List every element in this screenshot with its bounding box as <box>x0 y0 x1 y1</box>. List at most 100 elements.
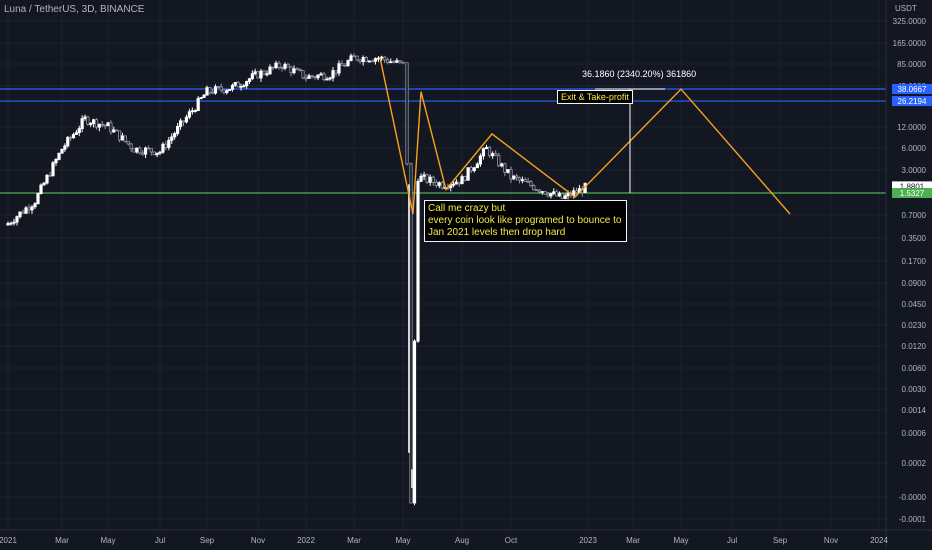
candle-body <box>563 195 567 199</box>
candle-body <box>529 181 533 187</box>
time-tick-label: Nov <box>824 536 838 545</box>
candle-body <box>364 57 368 62</box>
candle-body <box>535 189 539 192</box>
candle-body <box>546 193 550 197</box>
candle-body <box>228 88 232 91</box>
candle-body <box>355 55 359 61</box>
candle-body <box>500 163 504 167</box>
candle-body <box>129 143 133 150</box>
candle-body <box>92 119 96 124</box>
candle-body <box>236 81 240 88</box>
candle-body <box>158 151 162 154</box>
candle-body <box>515 175 519 179</box>
candle-body <box>289 66 293 74</box>
candle-body <box>322 73 326 80</box>
candle-body <box>367 60 371 63</box>
symbol-title[interactable]: Luna / TetherUS, 3D, BINANCE <box>4 4 145 15</box>
candle-body <box>560 193 564 199</box>
candle-body <box>135 147 139 153</box>
candle-body <box>164 143 168 148</box>
candle-body <box>178 120 183 127</box>
candle-body <box>262 70 266 75</box>
time-axis[interactable]: 2021 Mar May Jul Sep Nov 2022 Mar May Aug Oct 2023 M… <box>0 529 932 545</box>
price-badge-label: 1.8801 <box>900 182 925 191</box>
candle-body <box>328 77 332 80</box>
candle-body <box>451 183 456 186</box>
candle-body <box>69 136 73 139</box>
candle-body <box>202 94 206 98</box>
price-tick-label: -0.0000 <box>899 493 927 502</box>
candle-body <box>487 146 492 157</box>
candle-body <box>6 223 10 226</box>
candle-body <box>222 89 226 93</box>
exit-take-profit-label[interactable]: Exit & Take-profit <box>557 90 633 104</box>
candle-body <box>434 182 438 186</box>
candle-body <box>557 193 562 197</box>
measure-label: 36.1860 (2340.20%) 361860 <box>582 69 697 79</box>
time-tick-label: 2022 <box>297 536 315 545</box>
price-tick-label: 0.0060 <box>902 364 927 373</box>
candle-body <box>39 184 43 194</box>
candle-body <box>478 155 482 165</box>
candle-body <box>27 207 31 211</box>
candle-body <box>51 162 55 177</box>
note-line-2: every coin look like programed to bounce… <box>428 215 622 226</box>
candle-body <box>219 86 223 91</box>
projection-path[interactable] <box>379 57 791 215</box>
price-badge-label: 26.2194 <box>898 97 927 106</box>
candle-body <box>484 146 489 150</box>
candle-body <box>431 176 435 183</box>
candle-body <box>506 169 510 173</box>
candle-body <box>187 111 191 118</box>
candle-body <box>552 191 556 194</box>
horizontal-levels[interactable] <box>0 88 886 194</box>
time-tick-label: Mar <box>347 536 361 545</box>
price-badge-label: 1.5327 <box>900 189 925 198</box>
candle-body <box>337 63 341 74</box>
time-tick-label: Sep <box>200 536 215 545</box>
candle-body <box>247 78 252 82</box>
grid-lines <box>0 0 886 530</box>
price-badge-label: 38.0667 <box>898 85 927 94</box>
price-tick-label: 0.0002 <box>902 459 927 468</box>
candle-body <box>42 182 46 186</box>
candle-body <box>325 78 329 81</box>
candle-body <box>161 143 165 153</box>
candle-body <box>97 123 101 128</box>
candle-body <box>126 140 130 145</box>
candle-body <box>497 154 501 167</box>
candle-body <box>9 222 13 225</box>
candle-body <box>304 77 308 80</box>
candle-body <box>509 169 513 180</box>
candlestick-series <box>6 53 587 506</box>
candle-body <box>45 174 49 184</box>
candle-body <box>80 118 84 130</box>
price-tick-label: 0.1700 <box>902 257 927 266</box>
candle-body <box>361 57 365 63</box>
price-tick-label: 165.0000 <box>893 39 927 48</box>
price-tick-label: 0.0030 <box>902 385 927 394</box>
candle-body <box>170 136 174 141</box>
candle-body <box>469 167 473 172</box>
price-badge <box>892 96 932 107</box>
candle-body <box>292 68 296 74</box>
candle-body <box>319 73 323 76</box>
price-tick-label: 0.0014 <box>902 406 927 415</box>
candle-body <box>555 191 559 197</box>
candle-body <box>526 180 530 183</box>
candle-body <box>307 75 311 79</box>
candle-body <box>265 73 269 76</box>
candle-body <box>89 123 93 125</box>
price-axis[interactable]: 325.0000165.000085.000045.000012.00006.0… <box>885 0 927 550</box>
candle-body <box>216 86 220 89</box>
candle-body <box>213 86 218 94</box>
candle-body <box>298 68 302 71</box>
candle-body <box>540 191 544 193</box>
candle-body <box>242 85 246 88</box>
candle-body <box>491 153 495 157</box>
candle-body <box>30 206 34 211</box>
candle-body <box>115 129 119 132</box>
measure-tool[interactable] <box>595 88 665 194</box>
note-annotation[interactable]: Call me crazy but every coin look like p… <box>424 200 627 242</box>
